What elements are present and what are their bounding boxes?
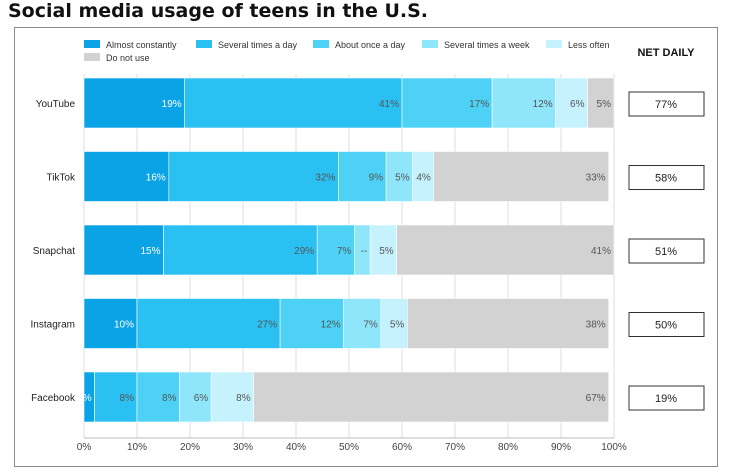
x-tick-label: 50% xyxy=(339,442,359,453)
data-label: 10% xyxy=(114,320,134,331)
legend-label: About once a day xyxy=(335,40,406,50)
data-label: 17% xyxy=(469,99,489,110)
x-tick-label: 70% xyxy=(445,442,465,453)
data-label: 32% xyxy=(315,173,335,184)
data-label: 38% xyxy=(586,320,606,331)
x-tick-label: 60% xyxy=(392,442,412,453)
data-label: 41% xyxy=(379,99,399,110)
bar-segment xyxy=(253,371,610,423)
bar-segment xyxy=(94,371,138,423)
legend-label: Several times a day xyxy=(218,40,298,50)
bar-segment xyxy=(168,151,339,202)
bar-segment xyxy=(587,77,615,129)
net-daily-box xyxy=(628,165,705,190)
chart-frame xyxy=(14,27,718,467)
x-tick-label: 10% xyxy=(127,442,147,453)
bar-segment xyxy=(184,77,403,129)
legend-swatch xyxy=(422,40,438,48)
bar-segment xyxy=(385,151,413,202)
bar-segment xyxy=(136,298,281,349)
legend-swatch xyxy=(84,40,100,48)
bar-segment xyxy=(338,151,387,202)
data-label: -2% xyxy=(74,393,92,404)
bar-segment xyxy=(83,298,138,349)
bar-segment xyxy=(369,224,398,276)
x-tick-label: 40% xyxy=(286,442,306,453)
x-tick-label: 20% xyxy=(180,442,200,453)
x-tick-label: 100% xyxy=(601,442,627,453)
net-daily-box xyxy=(628,238,705,264)
legend-label: Almost constantly xyxy=(106,40,177,50)
legend-swatch xyxy=(546,40,562,48)
legend-swatch xyxy=(84,53,100,61)
net-daily-header: NET DAILY xyxy=(637,47,695,59)
x-tick-label: 0% xyxy=(77,442,92,453)
bar-segment xyxy=(279,298,345,349)
data-label: 33% xyxy=(586,173,606,184)
data-label: 19% xyxy=(162,99,182,110)
bar-segment xyxy=(406,298,609,349)
net-daily-value: 50% xyxy=(655,320,677,332)
bar-segment xyxy=(433,151,609,202)
chart-title: Social media usage of teens in the U.S. xyxy=(8,0,429,22)
data-label: -- xyxy=(361,246,368,257)
bar-segment xyxy=(396,224,615,276)
data-label: 5% xyxy=(395,173,410,184)
data-label: 27% xyxy=(257,320,277,331)
data-label: 7% xyxy=(363,320,378,331)
bar-segment xyxy=(210,371,254,423)
bar-segment xyxy=(83,151,170,202)
data-label: 5% xyxy=(597,99,612,110)
data-label: 16% xyxy=(146,173,166,184)
data-label: 12% xyxy=(533,99,553,110)
bar-segment xyxy=(83,77,185,129)
bar-segment xyxy=(163,224,318,276)
legend-swatch xyxy=(196,40,212,48)
legend-label: Do not use xyxy=(106,53,150,63)
data-label: 15% xyxy=(140,246,160,257)
data-label: 12% xyxy=(321,320,341,331)
data-label: 4% xyxy=(416,173,431,184)
data-label: 5% xyxy=(390,320,405,331)
bar-segment xyxy=(179,371,212,423)
data-label: 8% xyxy=(162,393,177,404)
data-label: 6% xyxy=(570,99,585,110)
category-label: Snapchat xyxy=(33,246,75,257)
data-label: 6% xyxy=(194,393,209,404)
bar-segment xyxy=(380,298,408,349)
bar-segment xyxy=(343,298,382,349)
bar-segment xyxy=(83,224,164,276)
data-label: 41% xyxy=(591,246,611,257)
data-label: 29% xyxy=(294,246,314,257)
category-label: TikTok xyxy=(46,173,76,184)
net-daily-box xyxy=(628,91,705,117)
net-daily-value: 51% xyxy=(655,246,677,258)
bar-segment xyxy=(316,224,355,276)
net-daily-value: 58% xyxy=(655,173,677,185)
legend-swatch xyxy=(313,40,329,48)
legend-label: Several times a week xyxy=(444,40,530,50)
data-label: 8% xyxy=(120,393,135,404)
legend-label: Less often xyxy=(568,40,610,50)
category-label: YouTube xyxy=(36,99,76,110)
net-daily-value: 19% xyxy=(655,393,677,405)
category-label: Instagram xyxy=(31,320,75,331)
x-tick-label: 90% xyxy=(551,442,571,453)
category-label: Facebook xyxy=(31,393,76,404)
x-tick-label: 80% xyxy=(498,442,518,453)
bar-segment xyxy=(136,371,180,423)
net-daily-box xyxy=(628,312,705,337)
x-tick-label: 30% xyxy=(233,442,253,453)
data-label: 8% xyxy=(236,393,251,404)
bar-segment xyxy=(491,77,557,129)
net-daily-box xyxy=(628,385,705,411)
data-label: 7% xyxy=(337,246,352,257)
data-label: 67% xyxy=(586,393,606,404)
bar-segment xyxy=(555,77,588,129)
net-daily-value: 77% xyxy=(655,99,677,111)
data-label: 5% xyxy=(379,246,394,257)
data-label: 9% xyxy=(369,173,384,184)
